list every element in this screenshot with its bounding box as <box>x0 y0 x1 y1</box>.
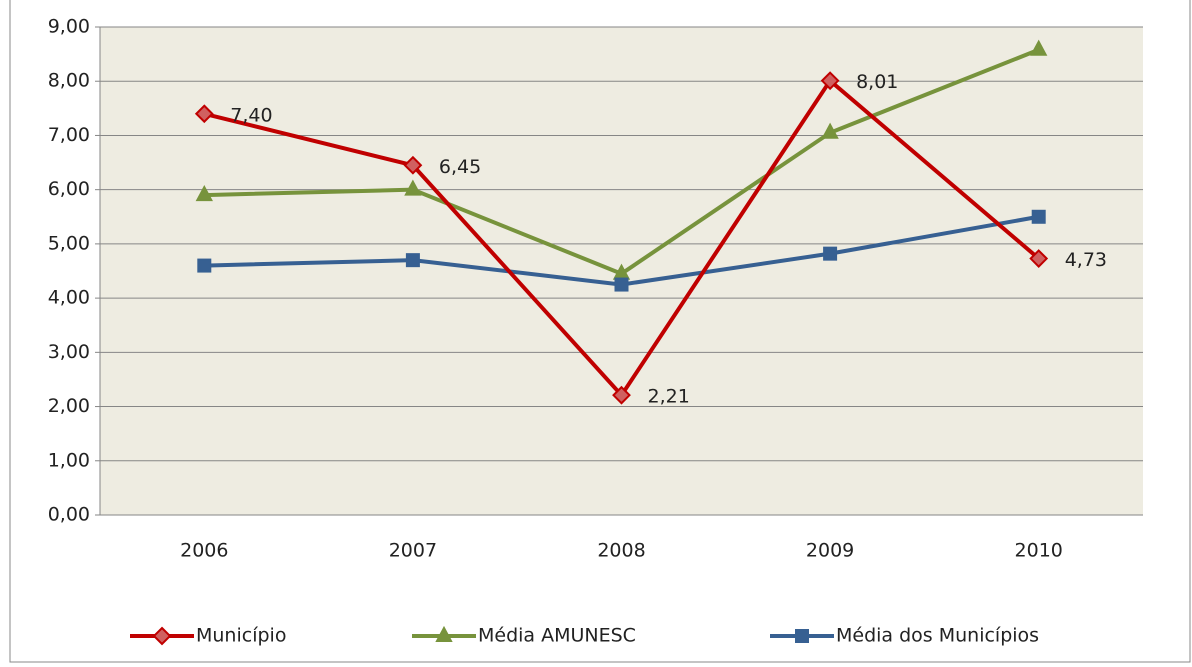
x-tick-label: 2007 <box>389 540 437 562</box>
data-label: 4,73 <box>1065 249 1107 271</box>
x-tick-label: 2008 <box>597 540 645 562</box>
data-point <box>197 258 212 273</box>
legend-marker <box>435 625 453 642</box>
data-point <box>1029 249 1049 268</box>
data-point <box>821 122 839 139</box>
data-point <box>614 277 629 292</box>
y-tick-label: 4,00 <box>48 287 90 309</box>
y-tick-label: 9,00 <box>48 16 90 38</box>
data-point <box>405 253 420 268</box>
data-point <box>195 184 213 202</box>
legend-marker <box>152 626 172 646</box>
legend-label: Município <box>196 625 286 647</box>
data-point <box>820 71 840 91</box>
x-tick-label: 2009 <box>806 540 854 562</box>
legend-marker <box>795 629 809 643</box>
y-tick-label: 1,00 <box>48 449 90 471</box>
data-point <box>194 104 214 124</box>
y-tick-label: 2,00 <box>48 395 90 417</box>
y-tick-label: 7,00 <box>48 124 90 146</box>
y-tick-label: 5,00 <box>48 232 90 254</box>
legend-label: Média AMUNESC <box>478 625 636 647</box>
y-tick-label: 3,00 <box>48 341 90 363</box>
data-label: 6,45 <box>439 156 481 178</box>
data-point <box>612 385 631 405</box>
legend-label: Média dos Municípios <box>836 625 1039 647</box>
x-tick-label: 2006 <box>180 540 228 562</box>
data-label: 2,21 <box>648 386 690 408</box>
data-label: 8,01 <box>856 71 898 93</box>
data-label: 7,40 <box>230 104 272 126</box>
y-tick-label: 6,00 <box>48 178 90 200</box>
data-point <box>1030 39 1048 56</box>
data-point <box>404 179 422 196</box>
data-point <box>823 246 838 261</box>
data-point <box>403 155 423 175</box>
y-tick-label: 8,00 <box>48 70 90 92</box>
y-tick-label: 0,00 <box>48 504 90 526</box>
data-point <box>1031 209 1046 224</box>
x-tick-label: 2010 <box>1015 540 1063 562</box>
